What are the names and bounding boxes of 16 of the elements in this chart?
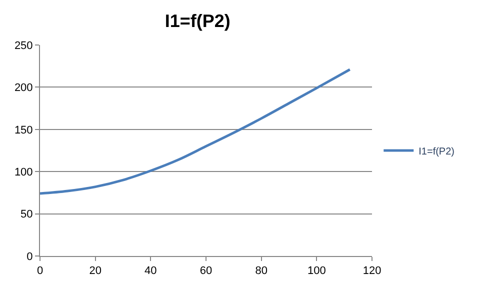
x-tick-label: 120 <box>362 265 382 278</box>
x-tick-label: 80 <box>255 265 268 278</box>
chart-title: I1=f(P2) <box>164 11 230 32</box>
y-tick-label: 0 <box>26 250 33 263</box>
y-tick-label: 100 <box>14 166 33 178</box>
x-tick-label: 100 <box>307 265 326 278</box>
legend-label: I1=f(P2) <box>418 146 454 158</box>
line-series <box>40 68 352 195</box>
x-tick-label: 40 <box>144 265 157 278</box>
y-tick-label: 50 <box>20 208 33 221</box>
y-tick-label: 250 <box>14 40 33 52</box>
x-tick-label: 60 <box>200 265 212 278</box>
x-tick-label: 0 <box>36 265 44 278</box>
y-tick-label: 150 <box>14 124 33 136</box>
y-tick-label: 200 <box>14 82 33 94</box>
x-tick-label: 20 <box>89 265 102 278</box>
